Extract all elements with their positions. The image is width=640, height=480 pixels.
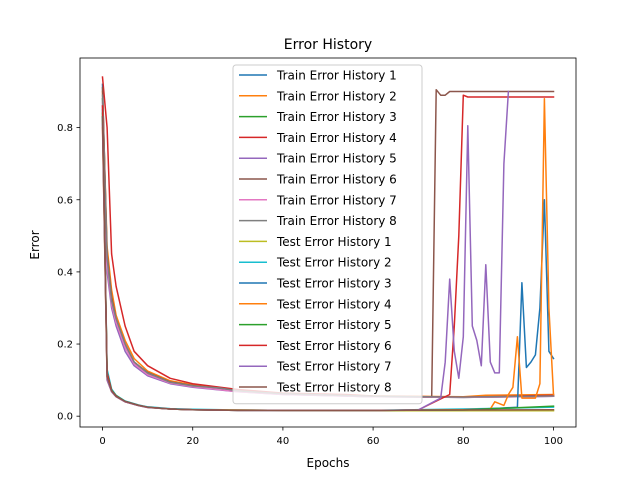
legend-label: Train Error History 3 [276,110,397,124]
legend-label: Test Error History 1 [276,235,392,249]
y-tick-label: 0.0 [57,412,73,423]
legend-label: Test Error History 2 [276,256,392,270]
legend-label: Test Error History 3 [276,277,392,291]
legend-label: Test Error History 4 [276,297,392,311]
x-tick-label: 80 [457,436,470,447]
chart-title: Error History [284,37,372,53]
y-tick-label: 0.2 [57,340,73,351]
legend-label: Train Error History 7 [276,193,397,207]
legend-label: Test Error History 8 [276,381,392,395]
legend-label: Test Error History 7 [276,360,392,374]
x-tick-label: 40 [277,436,290,447]
legend-label: Test Error History 5 [276,318,392,332]
x-tick-label: 20 [186,436,199,447]
legend-label: Train Error History 1 [276,69,397,83]
legend-box [232,64,423,405]
x-tick-label: 0 [99,436,105,447]
x-tick-label: 100 [544,436,563,447]
legend-label: Train Error History 8 [276,214,397,228]
legend: Train Error History 1 Train Error History… [232,64,423,405]
y-tick-label: 0.4 [57,267,73,278]
legend-label: Train Error History 4 [276,131,397,145]
y-tick-label: 0.6 [57,195,73,206]
y-tick-label: 0.8 [57,123,73,134]
legend-label: Train Error History 2 [276,89,397,103]
plot-frame [79,57,577,428]
legend-label: Test Error History 6 [276,339,392,353]
legend-label: Train Error History 5 [276,152,397,166]
series-line-16 [101,116,555,412]
y-axis-label: Error [28,230,42,259]
x-axis-label: Epochs [307,456,350,470]
legend-label: Train Error History 6 [276,173,397,187]
x-tick-label: 60 [367,436,380,447]
